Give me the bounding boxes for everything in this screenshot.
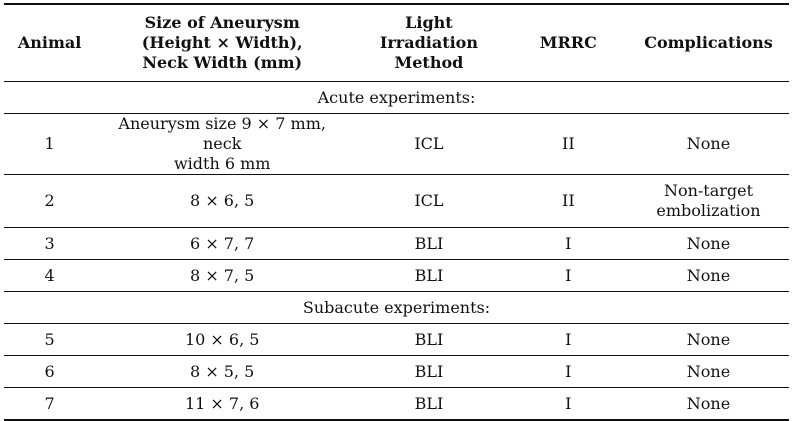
cell-size: 10 × 6, 5 [95,323,350,356]
cell-method: BLI [349,323,509,356]
cell-animal: 2 [4,174,96,228]
header-animal: Animal [17,33,82,52]
cell-size: 8 × 5, 5 [95,355,350,388]
header-size-line: Size of Aneurysm [144,13,300,32]
header-size-line: Neck Width (mm) [142,53,303,72]
cell-animal: 7 [4,387,96,421]
cell-animal: 4 [4,259,96,292]
table-row: 7 11 × 7, 6 BLI I None [4,387,789,421]
cell-complications: None [628,323,789,356]
cell-size: 6 × 7, 7 [95,227,350,260]
cell-size: Aneurysm size 9 × 7 mm, neck width 6 mm [95,113,350,175]
cell-complications-line: Non-target [663,181,754,200]
cell-size: 8 × 7, 5 [95,259,350,292]
cell-method: BLI [349,387,509,421]
header-row: Animal Size of Aneurysm (Height × Width)… [4,4,789,82]
cell-complications: Non-target embolization [628,174,789,228]
cell-method: BLI [349,227,509,260]
cell-mrrc: I [508,323,629,356]
table-row: 4 8 × 7, 5 BLI I None [4,259,789,292]
cell-complications: None [628,259,789,292]
cell-mrrc: I [508,259,629,292]
table-row: 3 6 × 7, 7 BLI I None [4,227,789,260]
header-method-line: Light Irradiation [379,13,478,52]
cell-mrrc: II [508,174,629,228]
cell-complications: None [628,227,789,260]
cell-size: 8 × 6, 5 [95,174,350,228]
cell-animal: 5 [4,323,96,356]
header-size: Size of Aneurysm (Height × Width), Neck … [95,4,349,82]
section-label-subacute: Subacute experiments: [4,291,789,324]
table-row: 6 8 × 5, 5 BLI I None [4,355,789,388]
cell-method: BLI [349,355,509,388]
cell-complications-line: embolization [656,201,761,220]
section-label-acute: Acute experiments: [4,81,789,114]
cell-animal: 6 [4,355,96,388]
section-row-subacute: Subacute experiments: [4,291,789,324]
cell-method: BLI [349,259,509,292]
table-row: 1 Aneurysm size 9 × 7 mm, neck width 6 m… [4,113,789,175]
header-mrrc: MRRC [539,33,597,52]
cell-complications: None [628,113,789,175]
cell-mrrc: I [508,387,629,421]
aneurysm-results-table: Animal Size of Aneurysm (Height × Width)… [4,3,789,421]
cell-complications: None [628,387,789,421]
cell-method: ICL [349,113,509,175]
header-complications: Complications [644,33,773,52]
cell-size-line: Aneurysm size 9 × 7 mm, neck [118,114,326,153]
header-size-line: (Height × Width), [141,33,303,52]
cell-method: ICL [349,174,509,228]
section-row-acute: Acute experiments: [4,81,789,114]
cell-mrrc: I [508,227,629,260]
header-method: Light Irradiation Method [349,4,508,82]
cell-size-line: width 6 mm [173,154,271,173]
table-row: 5 10 × 6, 5 BLI I None [4,323,789,356]
cell-animal: 1 [4,113,96,175]
cell-size: 11 × 7, 6 [95,387,350,421]
table-row: 2 8 × 6, 5 ICL II Non-target embolizatio… [4,174,789,228]
cell-mrrc: I [508,355,629,388]
cell-animal: 3 [4,227,96,260]
cell-complications: None [628,355,789,388]
cell-mrrc: II [508,113,629,175]
header-method-line: Method [394,53,464,72]
